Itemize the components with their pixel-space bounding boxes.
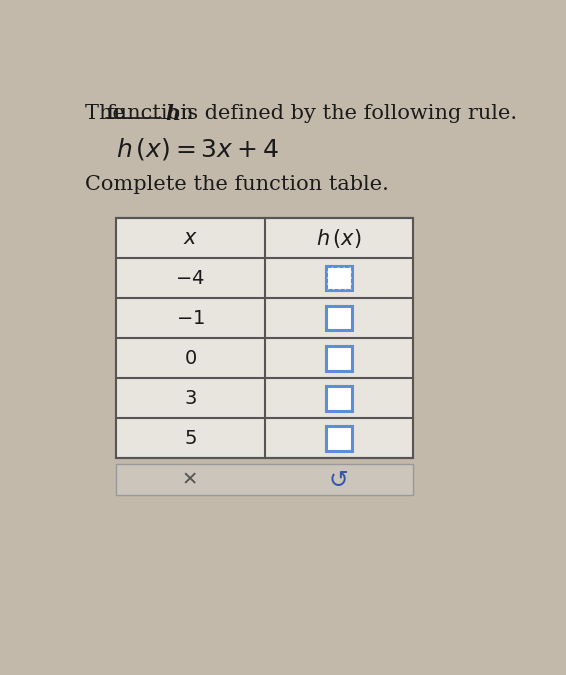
Text: ↺: ↺ xyxy=(329,468,349,492)
Text: h: h xyxy=(165,104,181,124)
Bar xyxy=(325,266,352,290)
Text: $h\,(x) = 3x + 4$: $h\,(x) = 3x + 4$ xyxy=(115,136,278,163)
Text: $5$: $5$ xyxy=(184,429,196,448)
Bar xyxy=(327,267,350,289)
Text: $-1$: $-1$ xyxy=(175,308,204,327)
Text: is defined by the following rule.: is defined by the following rule. xyxy=(174,104,517,123)
Bar xyxy=(325,346,352,371)
Text: $h\,(x)$: $h\,(x)$ xyxy=(316,227,362,250)
Bar xyxy=(325,306,352,331)
Text: The: The xyxy=(85,104,131,123)
Text: $0$: $0$ xyxy=(183,349,196,368)
Bar xyxy=(115,464,413,495)
Text: function: function xyxy=(106,104,194,123)
Bar xyxy=(325,386,352,410)
Text: $x$: $x$ xyxy=(183,228,198,248)
Bar xyxy=(325,426,352,451)
Text: Complete the function table.: Complete the function table. xyxy=(85,175,389,194)
Text: $3$: $3$ xyxy=(184,389,196,408)
Text: ✕: ✕ xyxy=(182,470,198,489)
Bar xyxy=(115,218,413,458)
Text: $-4$: $-4$ xyxy=(175,269,205,288)
